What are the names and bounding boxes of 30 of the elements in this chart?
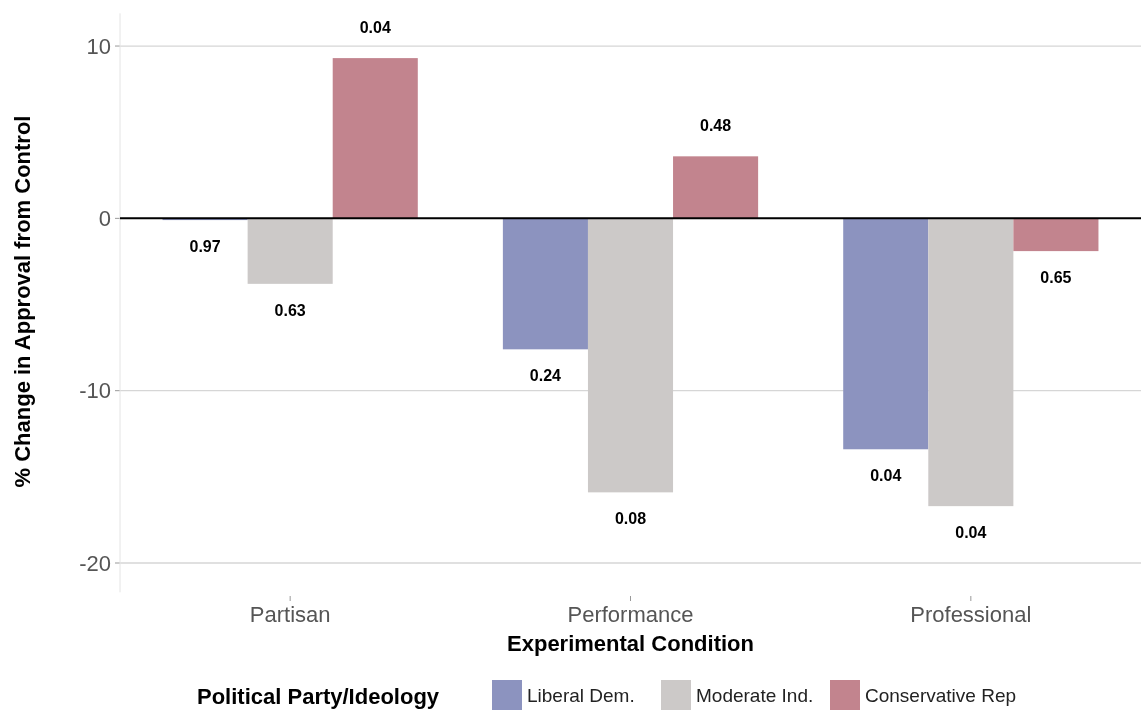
annotation: 0.24	[529, 367, 562, 385]
annotation: 0.48	[700, 117, 732, 135]
annotation: 0.04	[955, 524, 987, 542]
bar	[843, 218, 929, 450]
annotation: 0.04	[359, 19, 391, 37]
y-tick-label: -20	[79, 550, 111, 576]
bar	[928, 218, 1014, 507]
legend-label: Conservative Rep	[865, 685, 1017, 706]
bar	[587, 218, 674, 493]
bar	[247, 218, 333, 284]
y-tick-label: 0	[98, 206, 111, 232]
bar	[332, 58, 418, 219]
x-tick-label: Partisan	[249, 602, 331, 627]
x-tick-label: Performance	[567, 602, 694, 627]
x-tick-label: Professional	[910, 602, 1032, 627]
y-tick-label: 10	[86, 33, 111, 59]
x-axis-title: Experimental Condition	[507, 631, 754, 656]
bar	[502, 218, 588, 350]
bar	[1013, 218, 1099, 252]
annotation: 0.63	[274, 301, 306, 319]
legend-label: Moderate Ind.	[696, 685, 814, 706]
bar	[673, 156, 759, 219]
annotation: 0.08	[614, 510, 647, 528]
annotation: 0.97	[189, 238, 221, 256]
legend-title: Political Party/Ideology	[197, 684, 440, 709]
annotation: 0.65	[1040, 269, 1072, 287]
y-tick-label: -10	[79, 378, 111, 404]
annotation: 0.04	[870, 467, 902, 485]
legend-label: Liberal Dem.	[527, 685, 635, 706]
y-axis-title: % Change in Approval from Control	[10, 115, 35, 488]
